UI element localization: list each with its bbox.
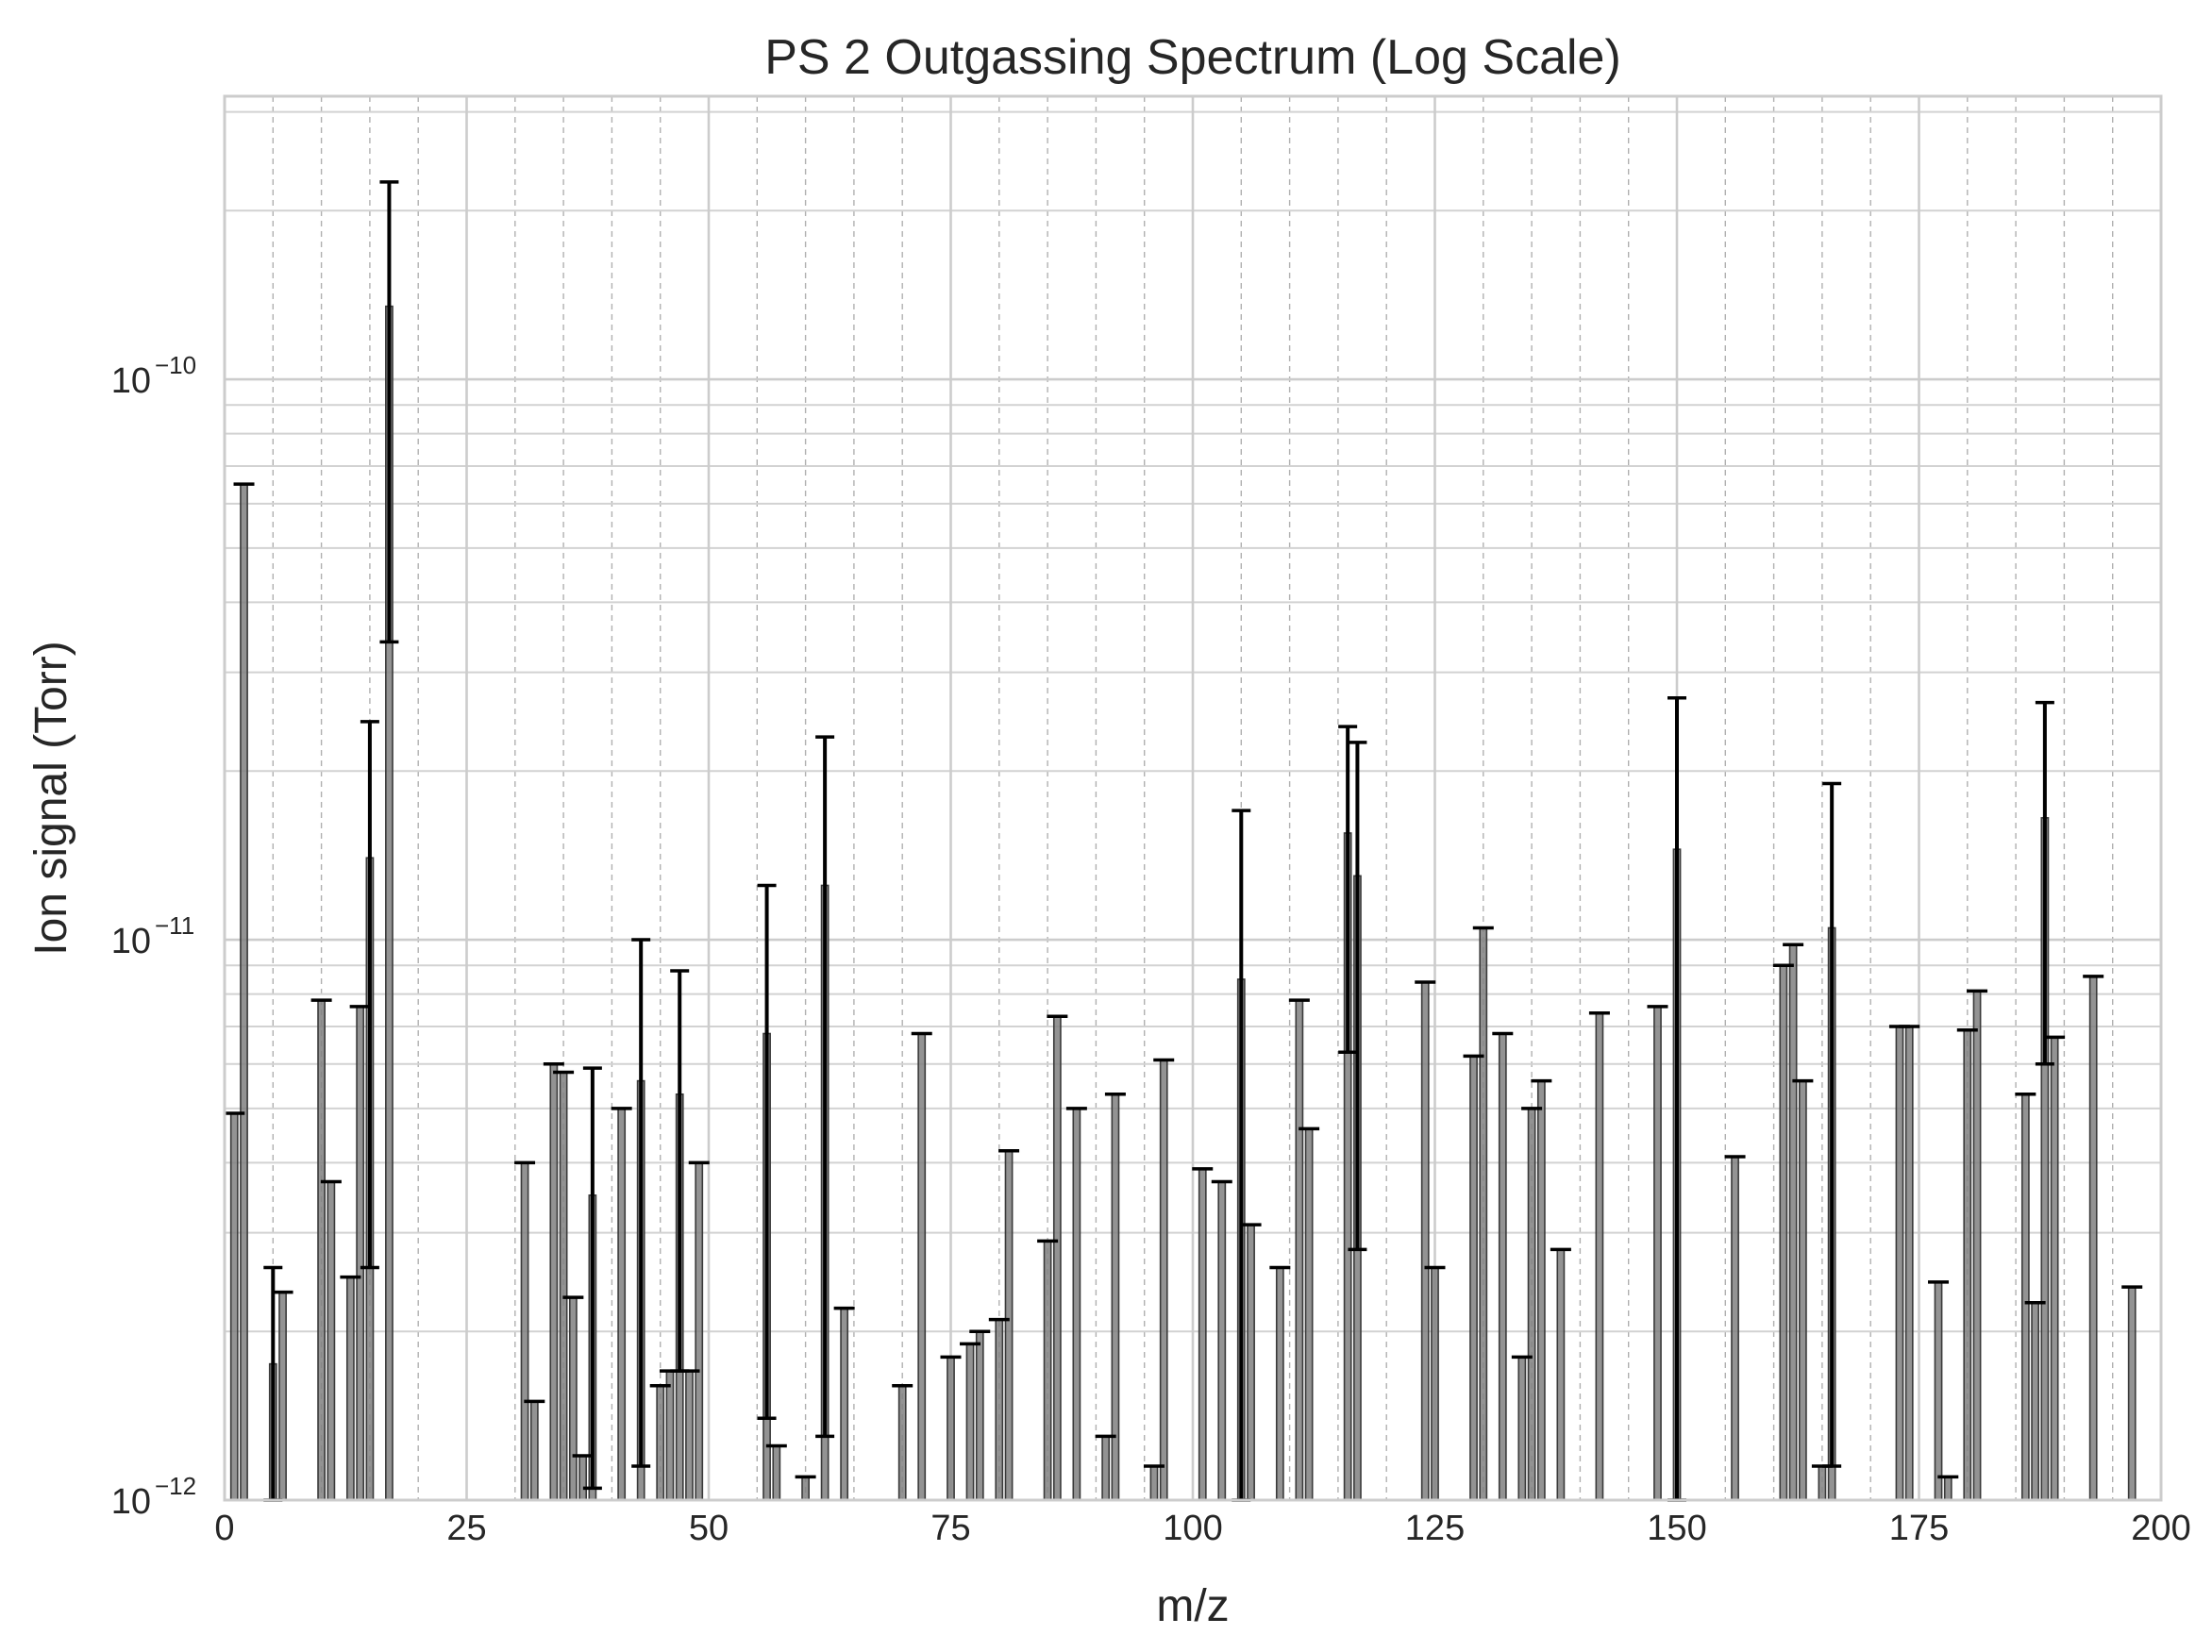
bar xyxy=(1498,1032,1507,1501)
bar xyxy=(1934,1281,1943,1501)
bar xyxy=(1469,1055,1478,1501)
bar xyxy=(327,1180,336,1501)
bar xyxy=(2031,1302,2040,1501)
bar xyxy=(559,1071,568,1501)
y-tick-base: 10 xyxy=(111,922,151,961)
bar xyxy=(1072,1108,1081,1501)
bar xyxy=(995,1318,1004,1501)
bar xyxy=(1052,1015,1062,1501)
bar xyxy=(1149,1465,1159,1501)
bar xyxy=(1198,1168,1207,1501)
bar xyxy=(897,1384,907,1501)
error-bars xyxy=(224,180,2143,1502)
x-tick-label: 100 xyxy=(1163,1509,1222,1548)
bar xyxy=(1788,943,1798,1501)
bar xyxy=(695,1161,704,1501)
bar xyxy=(278,1291,287,1501)
bar xyxy=(1972,990,1982,1501)
y-tick-exponent: −12 xyxy=(155,1472,196,1500)
bar xyxy=(975,1330,984,1501)
plot-frame xyxy=(223,94,2163,1502)
x-tick-label: 175 xyxy=(1889,1509,1949,1548)
bar xyxy=(965,1343,975,1501)
bar xyxy=(1431,1266,1439,1501)
bar xyxy=(2088,976,2098,1501)
y-tick-label: 10 −12 xyxy=(111,1472,196,1522)
bar xyxy=(1004,1150,1014,1501)
bar xyxy=(520,1161,529,1501)
bar xyxy=(1111,1093,1120,1501)
x-tick-label: 125 xyxy=(1405,1509,1465,1548)
bar xyxy=(1420,981,1430,1501)
bar xyxy=(1043,1240,1052,1501)
bar xyxy=(529,1400,539,1501)
bar xyxy=(578,1455,588,1501)
bar xyxy=(665,1370,675,1501)
x-tick-label: 200 xyxy=(2131,1509,2190,1548)
bar xyxy=(1479,926,1488,1501)
bar xyxy=(1731,1156,1739,1501)
bar xyxy=(2127,1286,2137,1501)
bar xyxy=(1217,1180,1227,1501)
bar xyxy=(1517,1356,1527,1501)
bar xyxy=(947,1356,955,1501)
bar xyxy=(1653,1006,1662,1501)
x-tick-label: 75 xyxy=(930,1509,970,1548)
bar xyxy=(1895,1026,1904,1501)
bar xyxy=(1536,1079,1546,1501)
bar xyxy=(345,1276,355,1501)
bar xyxy=(656,1384,665,1501)
y-tick-exponent: −11 xyxy=(155,911,194,940)
bar xyxy=(549,1062,559,1501)
bar xyxy=(917,1032,927,1501)
bar xyxy=(317,999,326,1501)
x-tick-label: 0 xyxy=(214,1509,234,1548)
bar xyxy=(1798,1079,1807,1501)
bar xyxy=(229,1112,239,1501)
y-tick-base: 10 xyxy=(111,361,151,401)
y-tick-label: 10 −10 xyxy=(111,351,196,401)
bar xyxy=(1556,1248,1566,1501)
bar xyxy=(1159,1059,1168,1501)
bar xyxy=(1275,1266,1284,1501)
bar xyxy=(801,1476,810,1501)
bar xyxy=(1101,1435,1111,1501)
chart-title: PS 2 Outgassing Spectrum (Log Scale) xyxy=(764,30,1621,85)
x-tick-label: 50 xyxy=(689,1509,729,1548)
bar xyxy=(1779,964,1788,1501)
y-tick-label: 10 −11 xyxy=(111,911,194,961)
x-tick-labels: 0 25 50 75 100 125 150 175 200 xyxy=(214,1509,2190,1548)
bar xyxy=(1595,1011,1604,1501)
bar xyxy=(1818,1465,1827,1501)
bar xyxy=(1295,999,1304,1501)
bar xyxy=(840,1307,849,1501)
bar xyxy=(568,1296,578,1501)
x-tick-label: 150 xyxy=(1647,1509,1706,1548)
bar xyxy=(2020,1093,2030,1501)
bar xyxy=(1943,1476,1952,1501)
bar xyxy=(1904,1026,1914,1501)
bar xyxy=(772,1444,781,1501)
bar xyxy=(685,1370,694,1501)
y-tick-exponent: −10 xyxy=(155,351,196,379)
grid xyxy=(225,96,2161,1500)
bar xyxy=(1527,1108,1536,1501)
bar xyxy=(617,1108,627,1501)
y-axis-label: Ion signal (Torr) xyxy=(26,641,76,955)
bar xyxy=(1304,1127,1314,1501)
x-tick-label: 25 xyxy=(446,1509,486,1548)
bar xyxy=(356,1006,365,1501)
x-axis-label: m/z xyxy=(1156,1581,1229,1631)
bar xyxy=(1247,1224,1255,1501)
bar xyxy=(1963,1028,1972,1501)
bar xyxy=(2050,1036,2059,1501)
y-tick-base: 10 xyxy=(111,1482,151,1522)
bar xyxy=(240,483,248,1501)
